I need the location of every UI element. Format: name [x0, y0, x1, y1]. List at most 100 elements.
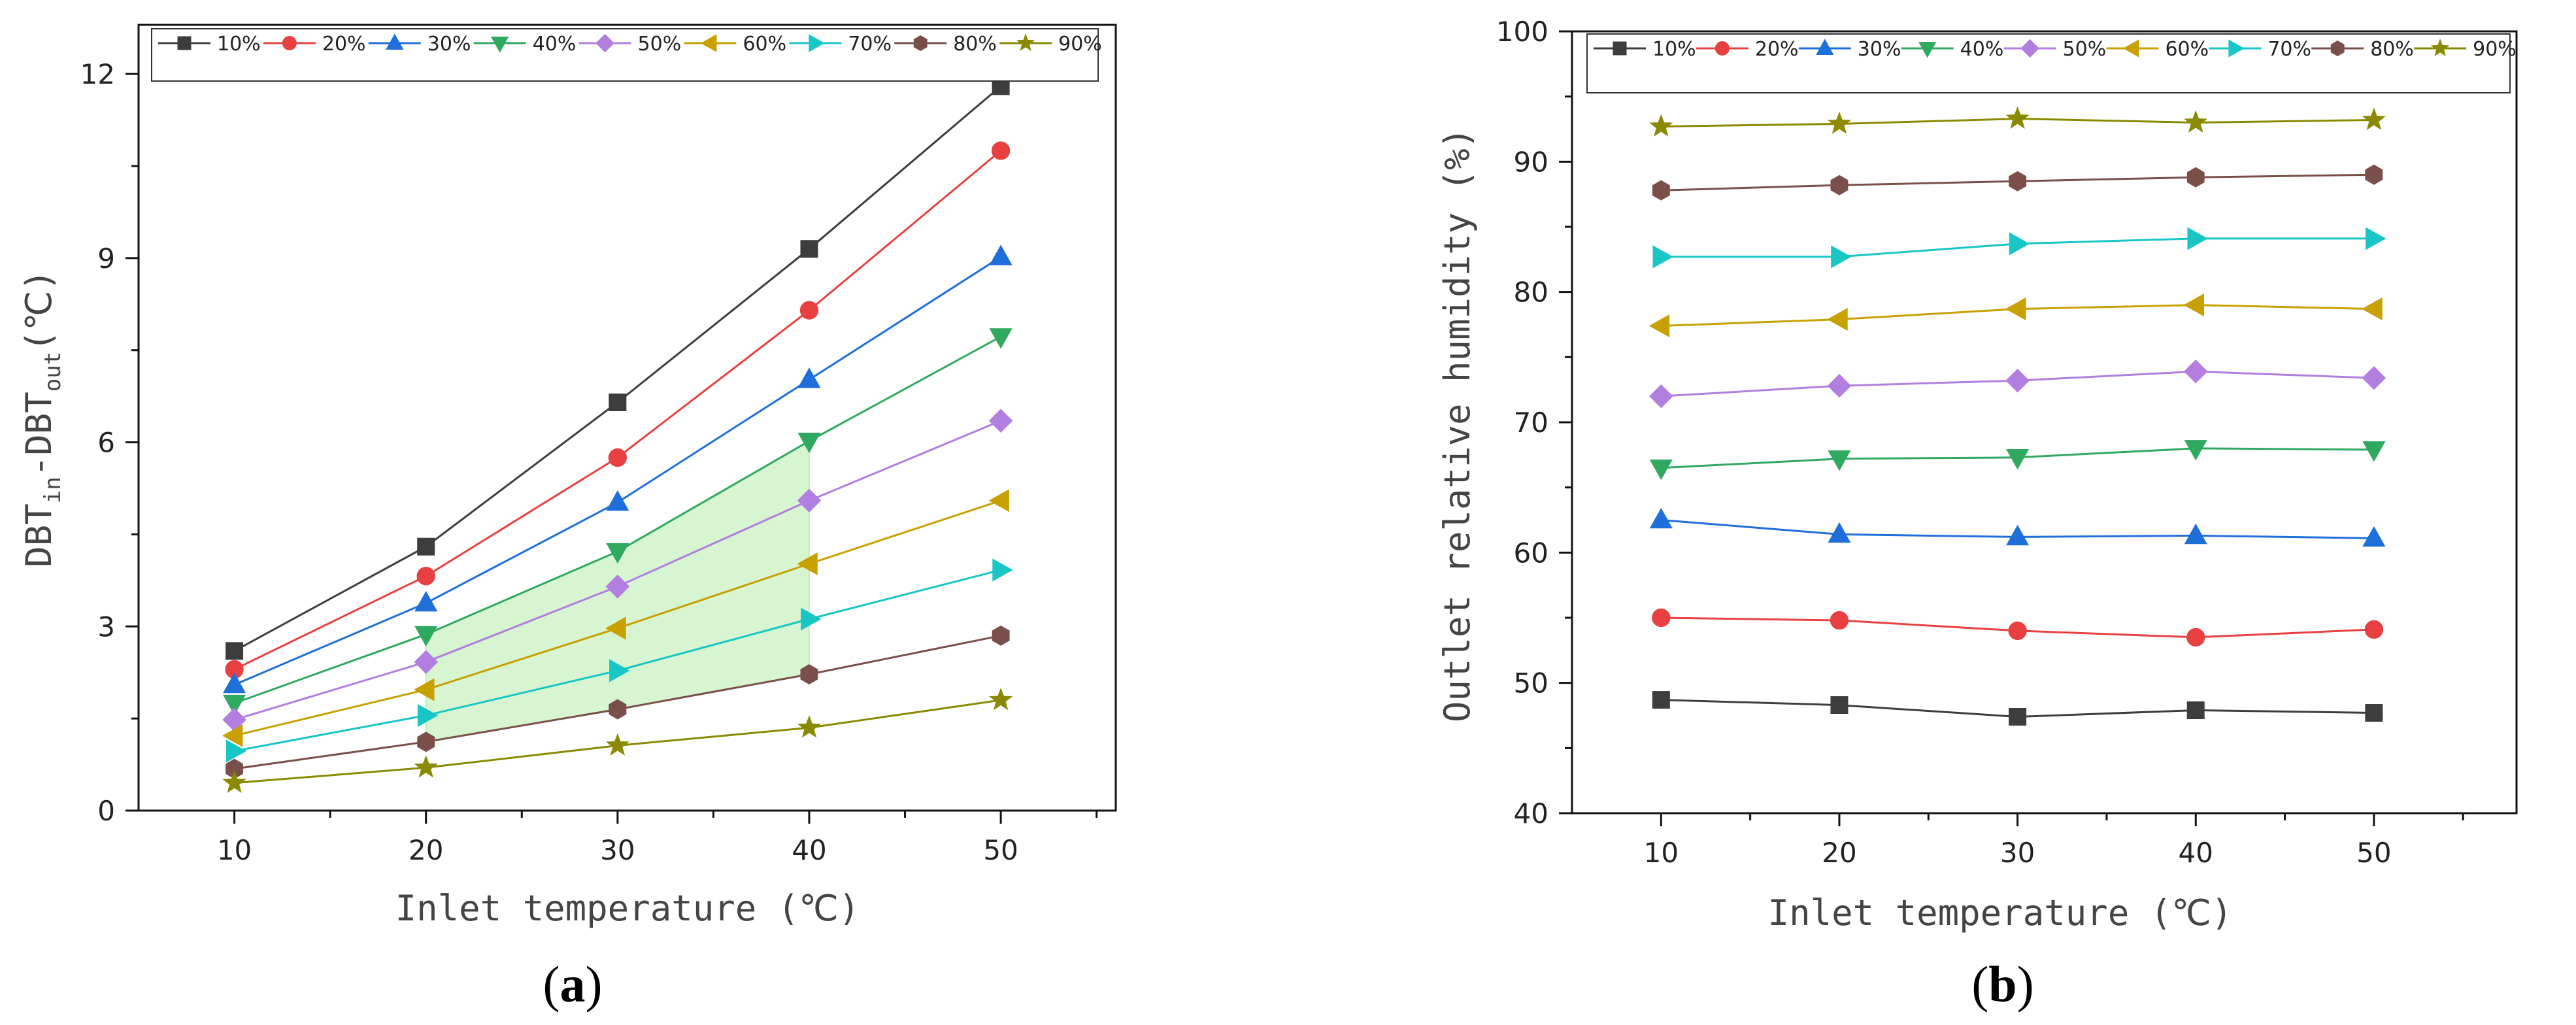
legend-marker [1016, 33, 1035, 52]
legend-box [1586, 33, 2511, 93]
legend-marker [809, 34, 825, 52]
data-point [992, 558, 1013, 582]
y-axis-title: Outlet relative humidity (%) [1437, 127, 1478, 722]
legend-label: 60% [2165, 38, 2209, 61]
legend-marker [2430, 39, 2450, 57]
data-point [1830, 696, 1848, 714]
legend-marker [2330, 40, 2345, 57]
data-point [1828, 450, 1851, 471]
data-point [609, 659, 630, 682]
legend-marker [1715, 41, 1730, 56]
data-point [2186, 167, 2205, 188]
x-tick-label: 40 [792, 834, 826, 866]
data-point [414, 650, 439, 675]
legend-label: 10% [217, 33, 261, 56]
data-point [416, 567, 435, 586]
data-point [417, 537, 435, 556]
legend-label: 10% [1652, 38, 1696, 61]
data-point [2009, 171, 2027, 192]
data-point [2186, 701, 2205, 720]
y-tick-label: 40 [1514, 798, 1548, 830]
legend-label: 90% [1058, 33, 1102, 56]
data-point [605, 616, 626, 640]
legend-marker [700, 34, 717, 52]
legend-marker [1918, 42, 1937, 58]
legend-label: 80% [2370, 38, 2414, 61]
legend-label: 60% [743, 33, 786, 56]
x-tick-label: 40 [2179, 837, 2213, 869]
data-point [797, 715, 822, 738]
legend-label: 80% [953, 33, 997, 56]
legend-marker [490, 37, 509, 53]
data-point [2009, 707, 2027, 726]
y-tick-label: 3 [97, 611, 115, 643]
data-point [2362, 365, 2386, 390]
data-point [414, 755, 438, 778]
x-tick-label: 50 [2356, 837, 2391, 869]
data-point [2364, 620, 2384, 639]
y-axis-title: DBTin-DBTout(℃) [18, 269, 66, 567]
y-tick-label: 12 [80, 58, 115, 90]
data-point [801, 607, 822, 631]
data-point [2005, 297, 2026, 321]
y-tick-label: 70 [1514, 407, 1548, 439]
data-point [800, 664, 818, 685]
y-tick-label: 60 [1514, 537, 1548, 569]
x-tick-label: 10 [1644, 837, 1679, 869]
y-tick-label: 6 [97, 427, 115, 459]
data-point [1831, 245, 1852, 269]
legend-label: 90% [2473, 38, 2517, 61]
data-point [799, 301, 819, 320]
legend-label: 50% [2063, 38, 2107, 61]
legend-label: 20% [322, 33, 366, 56]
data-point [1830, 611, 1849, 630]
y-tick-label: 0 [97, 795, 115, 827]
legend-label: 40% [1960, 38, 2004, 61]
data-point [2366, 227, 2386, 250]
x-tick-label: 30 [600, 834, 635, 866]
data-point [226, 739, 247, 763]
data-point [800, 240, 818, 258]
data-point [2184, 440, 2207, 461]
data-point [605, 733, 629, 756]
legend-marker [2228, 39, 2245, 58]
data-point [1649, 384, 1673, 409]
data-point [2362, 297, 2383, 321]
legend-label: 20% [1755, 38, 1799, 61]
data-point [1828, 522, 1851, 543]
legend-label: 70% [848, 33, 892, 56]
y-tick-label: 50 [1514, 667, 1548, 699]
legend-marker [386, 33, 404, 50]
data-point [414, 678, 435, 701]
legend-label: 30% [1858, 38, 1901, 61]
x-axis-title: Inlet temperature (℃) [1768, 892, 2233, 933]
data-point [606, 543, 629, 564]
legend-marker [595, 33, 614, 53]
data-point [2184, 523, 2207, 545]
data-point [222, 770, 246, 794]
data-point [223, 694, 246, 716]
plot-frame [137, 24, 1117, 812]
x-axis-title: Inlet temperature (℃) [395, 888, 860, 929]
data-point [2365, 164, 2383, 185]
data-point [608, 448, 627, 467]
data-point [1652, 691, 1670, 709]
data-point [991, 141, 1011, 160]
legend-label: 40% [533, 33, 577, 56]
data-point [797, 552, 818, 576]
legend-label: 70% [2267, 38, 2311, 61]
data-point [1649, 507, 1673, 529]
data-point [226, 642, 244, 660]
y-tick-label: 9 [97, 243, 115, 275]
data-point [1827, 373, 1852, 398]
data-point [609, 394, 627, 412]
x-tick-label: 30 [2000, 837, 2035, 869]
data-point [414, 626, 438, 647]
data-point [1830, 175, 1848, 195]
data-point [2184, 110, 2208, 133]
x-tick-label: 50 [983, 834, 1018, 866]
data-point [1648, 314, 1670, 338]
data-point [1652, 180, 1670, 201]
data-point [606, 490, 629, 511]
